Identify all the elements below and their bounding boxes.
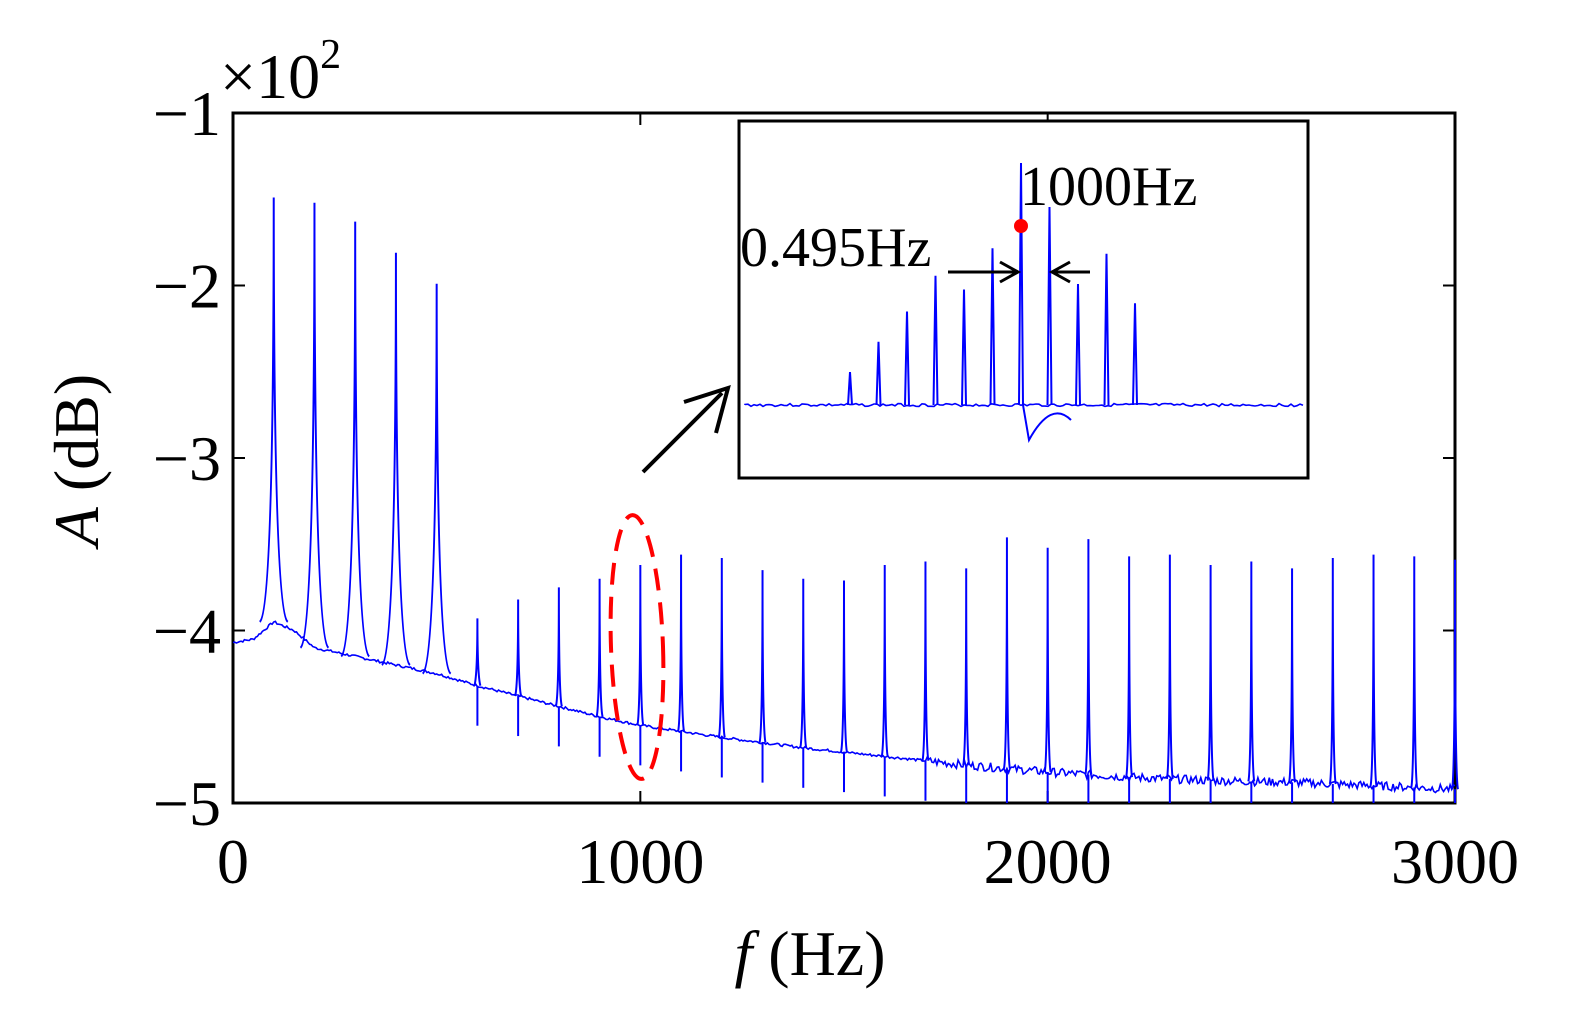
- spectrum-peak: [1410, 556, 1419, 803]
- spectrum-peak: [514, 599, 523, 737]
- spectrum-peak: [473, 618, 482, 726]
- spacing-arrowhead-left: [999, 260, 1022, 284]
- spectrum-peak: [962, 568, 971, 803]
- spectrum-peak: [1451, 559, 1459, 803]
- inset-peak: [989, 248, 996, 406]
- x-axis-unit: (Hz): [752, 918, 885, 989]
- spectrum-peak: [340, 221, 370, 658]
- spectrum-peak: [1125, 556, 1134, 803]
- spectrum-peak: [1206, 564, 1215, 803]
- y-scale-multiplier: ×102: [220, 32, 341, 112]
- y-axis-label: A (dB): [41, 374, 112, 550]
- inset-pointer-arrow: [641, 391, 724, 474]
- y-tick-label: −2: [153, 251, 221, 322]
- highlight-ellipse: [608, 513, 666, 781]
- spectrum-peak: [1247, 561, 1256, 803]
- inset-peak: [932, 275, 939, 406]
- spectrum-peak: [1288, 568, 1297, 803]
- inset-peak: [875, 341, 882, 406]
- inset-peak-label: 1000Hz: [1020, 156, 1197, 218]
- inset-peak: [904, 311, 910, 406]
- spectrum-peak: [840, 580, 848, 793]
- spectrum-peak: [677, 554, 686, 772]
- x-tick-label: 3000: [1391, 826, 1519, 897]
- spectrum-peak: [1165, 554, 1174, 803]
- spectrum-peak: [554, 587, 563, 747]
- inset-peak: [847, 371, 853, 406]
- y-tick-label: −1: [153, 78, 221, 149]
- spectrum-peak: [1369, 554, 1378, 803]
- spectrum-peak: [299, 202, 330, 649]
- x-tick-label: 1000: [576, 826, 704, 897]
- x-tick-label: 2000: [984, 826, 1112, 897]
- spectrum-peak: [799, 578, 808, 788]
- inset-spacing-label: 0.495Hz: [740, 217, 931, 279]
- spectrum-peak: [258, 197, 289, 623]
- inset-peak: [1046, 206, 1053, 406]
- y-axis-var: A: [41, 506, 112, 550]
- inset-peak: [1075, 283, 1081, 406]
- zoom-inset: 1000Hz 0.495Hz: [737, 119, 1310, 480]
- inset-frame: [737, 119, 1310, 480]
- spectrum-peak: [381, 252, 411, 666]
- inset-peak: [961, 289, 967, 406]
- inset-peak: [1103, 253, 1110, 406]
- inset-peak-marker: [1014, 219, 1028, 233]
- spectrum-peak: [758, 570, 767, 783]
- spectrum-peak: [421, 283, 452, 675]
- spectrum-peak: [636, 564, 645, 766]
- y-tick-label: −4: [153, 596, 221, 667]
- spectrum-peak: [1084, 539, 1093, 803]
- inset-dip: [1022, 404, 1072, 443]
- spacing-arrowhead-right: [1048, 260, 1071, 284]
- spectrum-peak: [1043, 547, 1052, 803]
- inset-peak: [1132, 303, 1138, 406]
- y-tick-label: −5: [153, 768, 221, 839]
- x-axis-label: f (Hz): [734, 918, 885, 989]
- y-axis-unit: (dB): [41, 374, 112, 507]
- spectrum-peak: [1002, 537, 1011, 803]
- spectrum-peak: [1328, 558, 1337, 803]
- inset-pointer-arrowhead: [683, 384, 731, 434]
- spectrum-peak: [717, 558, 726, 778]
- spectrum-peak: [880, 564, 889, 797]
- x-tick-label: 0: [217, 826, 249, 897]
- y-tick-label: −3: [153, 423, 221, 494]
- spectrum-peak: [595, 578, 604, 757]
- inset-peak: [1018, 162, 1024, 406]
- y-scale-exponent: 2: [320, 32, 341, 78]
- spectrum-peak: [921, 561, 930, 801]
